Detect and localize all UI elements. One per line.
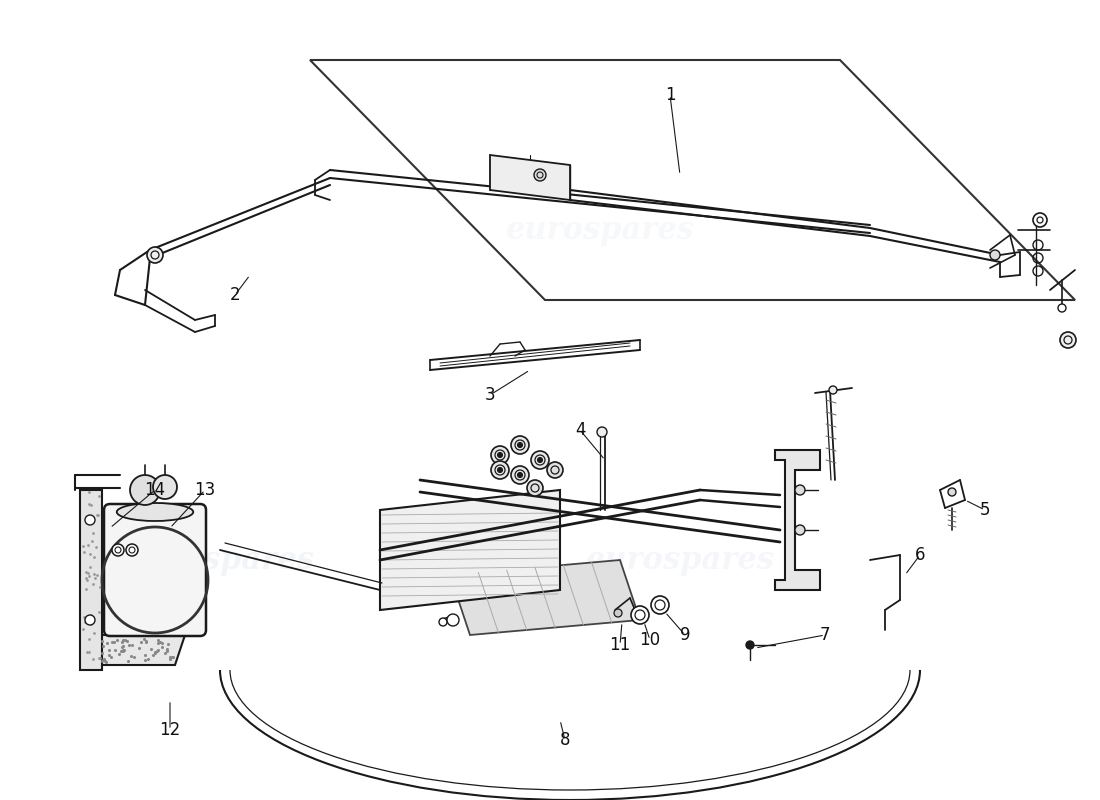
Circle shape [990,250,1000,260]
Circle shape [614,609,622,617]
FancyBboxPatch shape [104,504,206,636]
Text: eurospares: eurospares [585,545,774,575]
Text: 10: 10 [639,631,661,649]
Text: 7: 7 [820,626,830,644]
Text: 13: 13 [195,481,216,499]
Text: 12: 12 [160,721,180,739]
Polygon shape [490,155,570,200]
Polygon shape [90,635,185,665]
Circle shape [631,606,649,624]
Text: 1: 1 [664,86,675,104]
Circle shape [447,614,459,626]
Circle shape [651,596,669,614]
Circle shape [547,462,563,478]
Circle shape [497,467,503,473]
Ellipse shape [117,503,194,521]
Circle shape [85,515,95,525]
Circle shape [534,169,546,181]
Text: 9: 9 [680,626,691,644]
Circle shape [527,480,543,496]
Polygon shape [80,490,102,670]
Circle shape [126,544,138,556]
Circle shape [1058,304,1066,312]
Circle shape [85,615,95,625]
Circle shape [795,485,805,495]
Text: 14: 14 [144,481,166,499]
Circle shape [829,386,837,394]
Circle shape [491,461,509,479]
Text: 8: 8 [560,731,570,749]
Circle shape [1060,332,1076,348]
Circle shape [491,446,509,464]
Circle shape [512,436,529,454]
Circle shape [795,525,805,535]
Circle shape [1033,213,1047,227]
Polygon shape [450,560,640,635]
Circle shape [153,475,177,499]
Polygon shape [379,490,560,610]
Circle shape [497,453,503,458]
Circle shape [538,458,542,462]
Circle shape [948,488,956,496]
Circle shape [147,247,163,263]
Polygon shape [776,450,820,590]
Circle shape [531,451,549,469]
Text: 11: 11 [609,636,630,654]
Text: 5: 5 [980,501,990,519]
Text: 6: 6 [915,546,925,564]
Text: 3: 3 [485,386,495,404]
Text: 4: 4 [574,421,585,439]
Circle shape [112,544,124,556]
Text: eurospares: eurospares [125,545,315,575]
Text: 2: 2 [230,286,240,304]
Circle shape [517,473,522,478]
Circle shape [130,475,159,505]
Circle shape [439,618,447,626]
Text: eurospares: eurospares [506,214,694,246]
Circle shape [517,442,522,447]
Circle shape [746,641,754,649]
Circle shape [512,466,529,484]
Circle shape [597,427,607,437]
